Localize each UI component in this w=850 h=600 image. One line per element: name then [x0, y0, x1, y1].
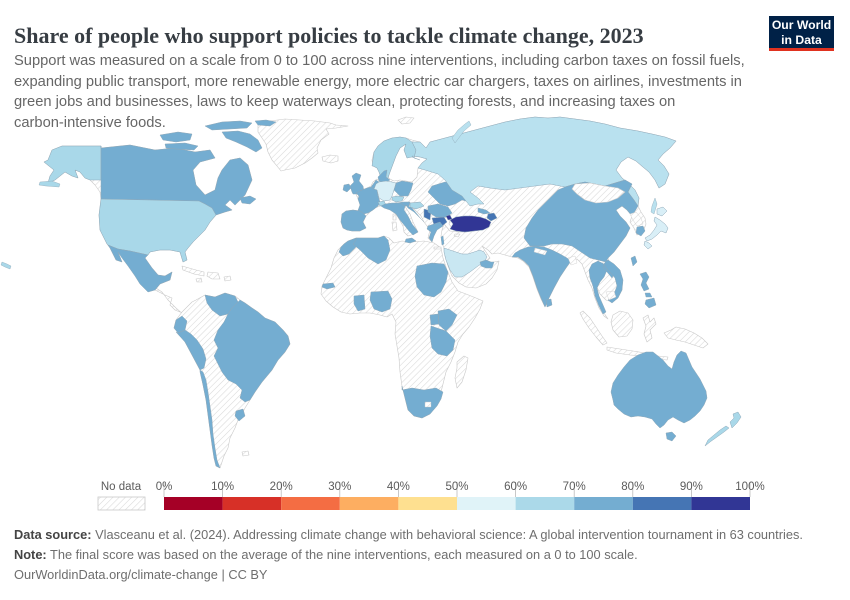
svg-text:90%: 90% [680, 481, 703, 493]
svg-text:100%: 100% [735, 481, 764, 493]
svg-text:70%: 70% [563, 481, 586, 493]
svg-text:20%: 20% [270, 481, 293, 493]
svg-text:10%: 10% [211, 481, 234, 493]
svg-text:50%: 50% [445, 481, 468, 493]
svg-text:40%: 40% [387, 481, 410, 493]
svg-text:60%: 60% [504, 481, 527, 493]
svg-text:No data: No data [101, 481, 142, 493]
svg-text:80%: 80% [621, 481, 644, 493]
svg-text:30%: 30% [328, 481, 351, 493]
svg-text:0%: 0% [156, 481, 173, 493]
